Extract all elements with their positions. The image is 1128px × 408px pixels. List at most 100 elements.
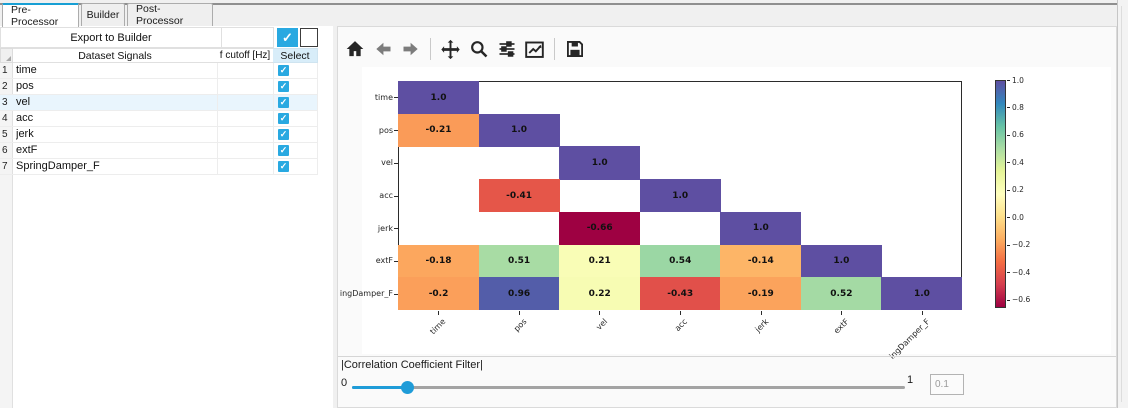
export-empty-cell [221, 27, 274, 48]
colorbar-tick [1007, 80, 1010, 81]
fcutoff-cell[interactable] [217, 111, 274, 127]
colorbar-tick-label: 0.8 [1012, 102, 1024, 112]
back-arrow-icon[interactable] [372, 39, 393, 60]
home-icon[interactable] [344, 39, 365, 60]
heatmap-cell: 1.0 [398, 81, 480, 115]
forward-arrow-icon[interactable] [400, 39, 421, 60]
x-tick [760, 311, 762, 315]
select-cell: ✓ [273, 159, 318, 175]
colorbar-tick [1007, 272, 1010, 274]
column-header-select[interactable]: Select [273, 48, 318, 63]
fcutoff-cell[interactable] [217, 95, 274, 111]
row-index: 6 [2, 145, 8, 156]
tab-bar: Pre-Processor Builder Post-Processor [0, 3, 1128, 28]
row-checkbox[interactable]: ✓ [278, 65, 289, 76]
signal-name-cell[interactable]: extF [16, 144, 38, 156]
row-checkbox[interactable]: ✓ [278, 129, 289, 140]
unchecked-box[interactable] [300, 28, 318, 47]
fcutoff-cell[interactable] [217, 79, 274, 95]
tab-builder[interactable]: Builder [81, 3, 125, 26]
x-tick [518, 311, 520, 315]
filter-slider-handle[interactable] [400, 381, 414, 394]
slider-max-label: 1 [907, 374, 914, 386]
heatmap-cell: 1.0 [559, 146, 641, 180]
filter-label: |Correlation Coefficient Filter| [341, 359, 483, 371]
save-icon[interactable] [564, 39, 585, 60]
heatmap-ylabel: time [374, 92, 393, 102]
heatmap-cell: 0.52 [800, 277, 882, 311]
row-index: 2 [2, 81, 8, 92]
column-header-fcutoff[interactable]: f cutoff [Hz] [217, 48, 274, 63]
heatmap-ylabel: pos [378, 125, 393, 135]
colorbar-tick [1007, 217, 1010, 219]
plot-toolbar [344, 37, 585, 61]
signal-name-cell[interactable]: vel [16, 96, 31, 108]
heatmap-ylabel: ingDamper_F [339, 289, 393, 299]
subplots-settings-icon[interactable] [496, 39, 517, 60]
tab-pre-processor[interactable]: Pre-Processor [2, 3, 79, 28]
heatmap-cell: -0.2 [398, 277, 480, 311]
table-row[interactable]: 3 vel ✓ [0, 95, 318, 111]
fcutoff-cell[interactable] [217, 63, 274, 79]
table-row[interactable]: 4 acc ✓ [0, 111, 318, 127]
zoom-icon[interactable] [468, 39, 489, 60]
colorbar-tick-label: 1.0 [1012, 75, 1024, 85]
colorbar-tick [1007, 244, 1010, 246]
fcutoff-cell[interactable] [217, 143, 274, 159]
signal-name-cell[interactable]: acc [16, 112, 34, 124]
pan-icon[interactable] [440, 39, 461, 60]
select-cell: ✓ [273, 63, 318, 79]
heatmap-cell: -0.41 [478, 179, 560, 213]
signal-name-cell[interactable]: pos [16, 80, 34, 92]
row-checkbox[interactable]: ✓ [278, 81, 289, 92]
colorbar-tick-label: 0.0 [1012, 212, 1024, 222]
customize-plot-icon[interactable] [524, 39, 545, 60]
row-checkbox[interactable]: ✓ [278, 161, 289, 172]
filter-value-input[interactable] [930, 374, 964, 395]
y-tick [394, 228, 398, 230]
heatmap-cell: -0.21 [398, 113, 480, 147]
y-tick [394, 162, 398, 164]
x-tick [921, 311, 923, 315]
x-tick [680, 311, 681, 315]
table-row[interactable]: 2 pos ✓ [0, 79, 318, 95]
table-row[interactable]: 5 jerk ✓ [0, 127, 318, 143]
slider-min-label: 0 [341, 377, 348, 389]
row-checkbox[interactable]: ✓ [278, 145, 289, 156]
tab-post-processor[interactable]: Post-Processor [127, 3, 213, 27]
filterbar-separator [338, 356, 1116, 357]
row-index: 3 [2, 97, 8, 108]
colorbar-tick [1007, 134, 1010, 136]
heatmap-ylabel: extF [375, 256, 393, 266]
table-row[interactable]: 7 SpringDamper_F ✓ [0, 159, 318, 175]
fcutoff-cell[interactable] [217, 159, 274, 175]
row-index: 4 [2, 113, 8, 124]
table-row[interactable]: 1 time ✓ [0, 63, 318, 79]
export-to-builder-button[interactable]: Export to Builder [0, 27, 222, 48]
row-checkbox[interactable]: ✓ [278, 97, 289, 108]
select-cell: ✓ [273, 111, 318, 127]
heatmap-cell: 0.22 [559, 277, 641, 311]
corner-header-cell[interactable] [0, 48, 13, 63]
heatmap-cell: -0.14 [720, 244, 802, 278]
heatmap-ylabel: acc [379, 191, 393, 200]
row-checkbox[interactable]: ✓ [278, 113, 289, 124]
row-index: 1 [2, 65, 8, 76]
toolbar-separator [554, 38, 555, 60]
filter-slider-track[interactable] [352, 381, 905, 394]
heatmap-cell: 0.96 [478, 277, 560, 311]
heatmap-cell: 1.0 [639, 179, 721, 213]
row-index: 7 [2, 161, 8, 172]
colorbar-tick-label: 0.6 [1012, 130, 1024, 140]
heatmap-cell: 0.54 [639, 244, 721, 278]
signal-name-cell[interactable]: SpringDamper_F [16, 160, 100, 172]
heatmap-cell: -0.66 [559, 211, 641, 246]
select-all-checkbox[interactable]: ✓ [277, 28, 298, 47]
heatmap-cell: 1.0 [478, 113, 560, 147]
column-header-dataset-signals[interactable]: Dataset Signals [13, 48, 218, 63]
table-row[interactable]: 6 extF ✓ [0, 143, 318, 159]
y-tick [394, 130, 398, 132]
signal-name-cell[interactable]: jerk [16, 128, 34, 140]
signal-name-cell[interactable]: time [16, 64, 37, 76]
fcutoff-cell[interactable] [217, 127, 274, 143]
